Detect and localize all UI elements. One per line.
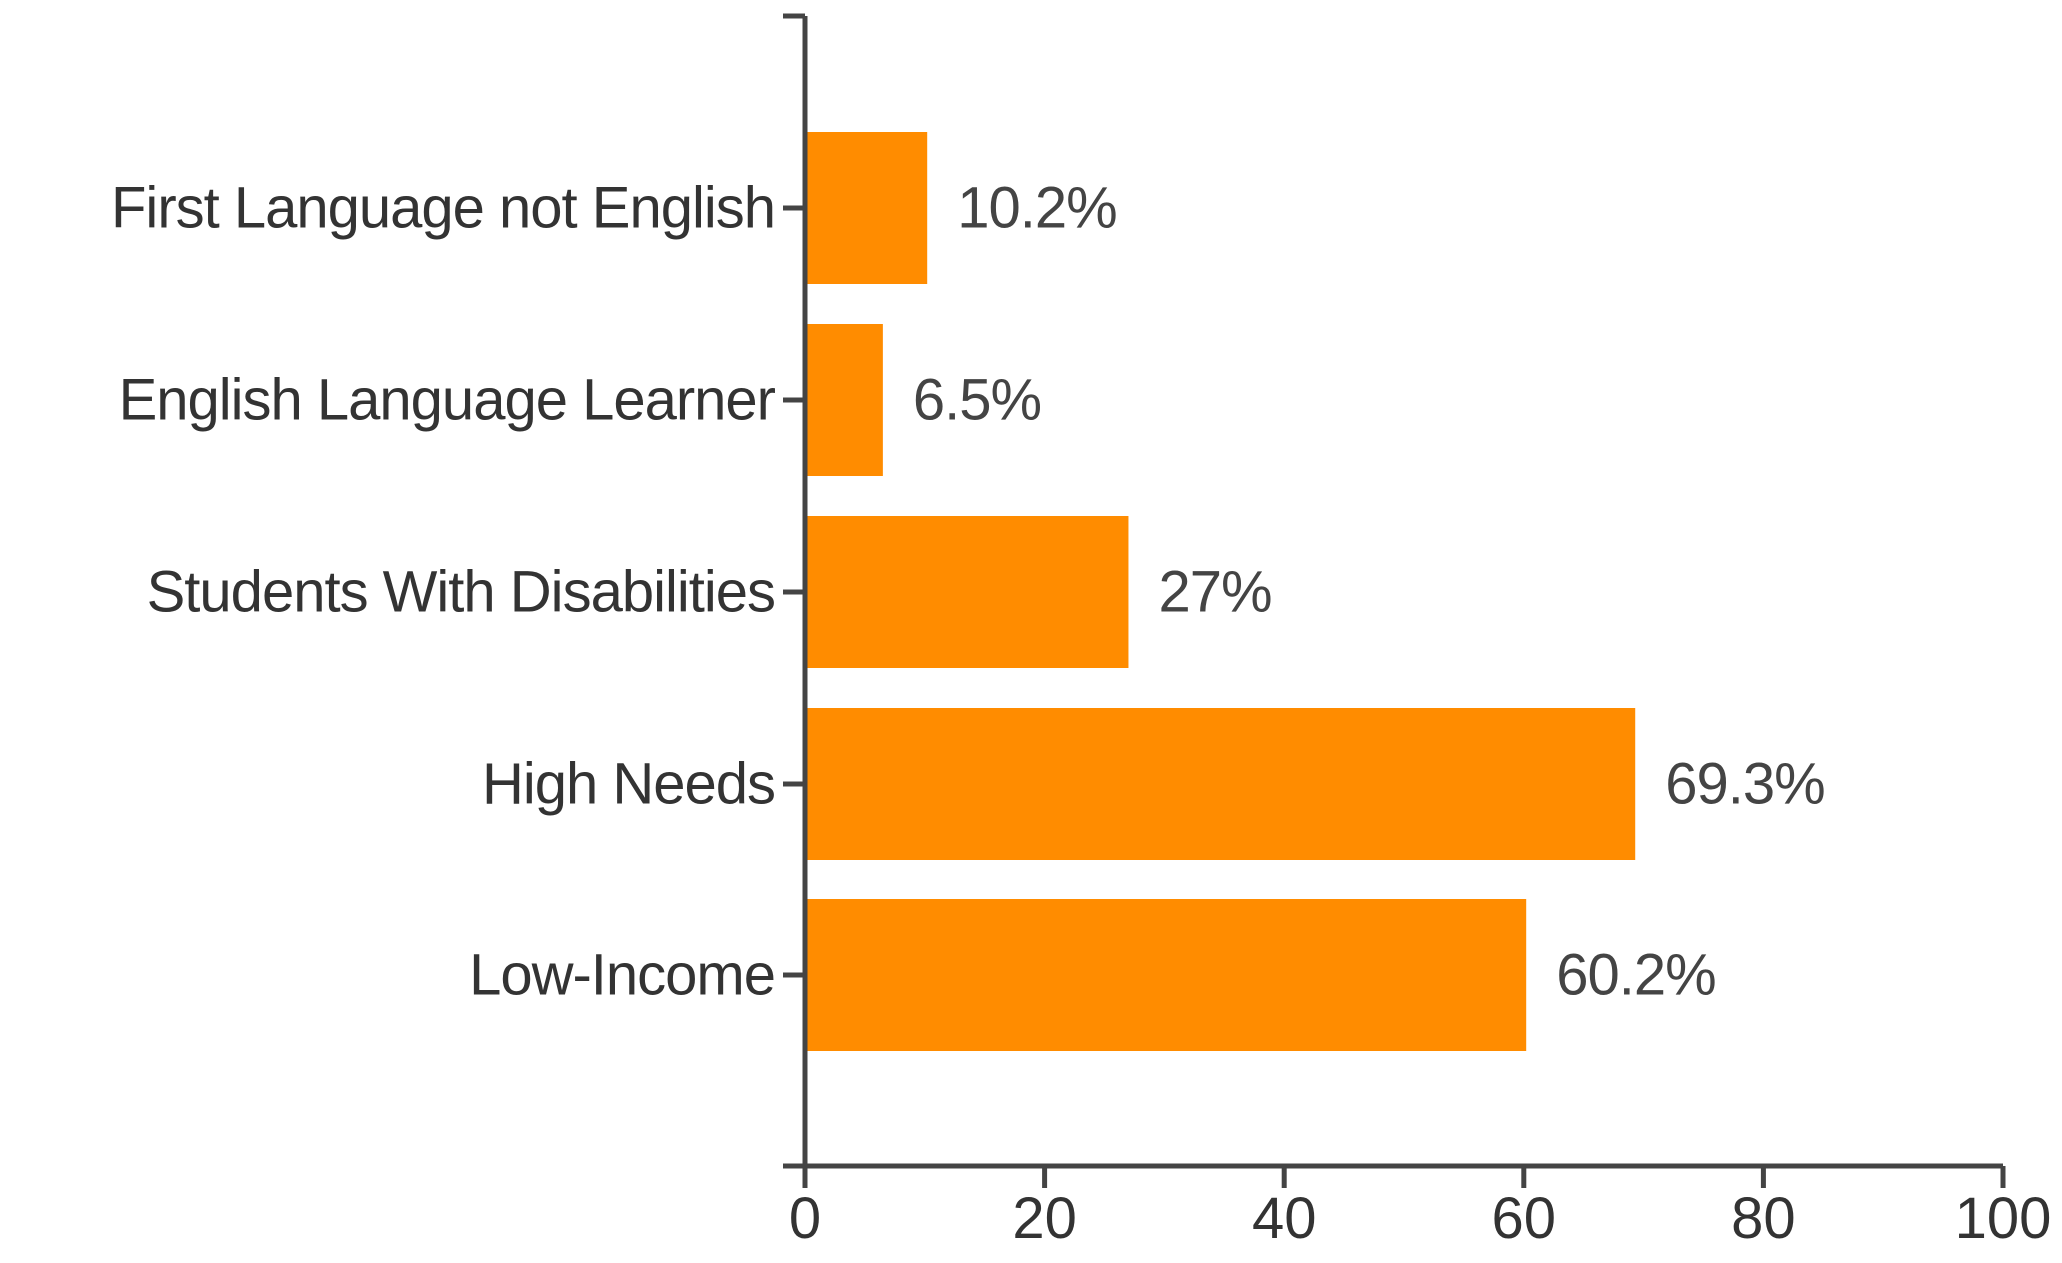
value-label-english-language-learner: 6.5% [913,368,1041,433]
labels-layer: First Language not English 10.2% English L… [111,176,2051,1252]
category-label-low-income: Low-Income [469,943,775,1008]
value-label-high-needs: 69.3% [1665,752,1824,817]
value-label-low-income: 60.2% [1556,943,1715,1008]
bar-high-needs [807,708,1636,860]
x-tick-label-40: 40 [1252,1186,1317,1251]
bar-students-with-disabilities [807,516,1129,668]
category-label-first-language-not-english: First Language not English [111,176,775,241]
x-tick-label-20: 20 [1012,1186,1077,1251]
bar-first-language-not-english [807,132,928,284]
value-label-first-language-not-english: 10.2% [957,176,1116,241]
category-label-high-needs: High Needs [482,752,775,817]
x-tick-label-100: 100 [1955,1186,2052,1251]
axes-layer [783,13,2006,1188]
value-label-students-with-disabilities: 27% [1158,560,1271,625]
bar-english-language-learner [807,324,883,476]
category-label-english-language-learner: English Language Learner [119,368,776,433]
bars-layer [807,132,1636,1051]
x-tick-label-60: 60 [1492,1186,1557,1251]
bar-low-income [807,899,1527,1051]
x-tick-label-0: 0 [789,1186,821,1251]
category-label-students-with-disabilities: Students With Disabilities [147,560,775,625]
x-tick-label-80: 80 [1731,1186,1796,1251]
